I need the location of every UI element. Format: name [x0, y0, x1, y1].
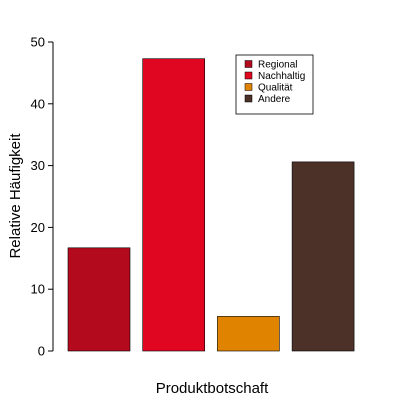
bar-regional	[67, 247, 131, 352]
legend-swatch	[244, 94, 253, 103]
y-tick-label: 40	[31, 96, 45, 111]
y-tick-label: 50	[31, 35, 45, 50]
y-axis-ticks: 0 10 20 30 40 50	[31, 35, 53, 359]
y-tick-label: 0	[38, 344, 45, 359]
y-axis-title: Relative Häufigkeit	[7, 133, 24, 259]
y-tick-label: 30	[31, 158, 45, 173]
legend-label: Andere	[258, 94, 291, 105]
bar-nachhaltig	[142, 58, 205, 352]
bar-andere	[291, 161, 355, 352]
legend-swatch	[244, 83, 253, 91]
bars	[67, 58, 355, 352]
legend-label: Nachhaltig	[258, 71, 305, 82]
y-tick-label: 20	[31, 220, 45, 235]
legend-label: Qualität	[258, 83, 293, 94]
y-tick-label: 10	[31, 282, 45, 297]
legend-label: Regional	[258, 60, 297, 71]
x-axis-title: Produktbotschaft	[156, 380, 269, 397]
legend-swatch	[244, 60, 253, 68]
bar-qualität	[217, 316, 280, 352]
legend-swatch	[244, 71, 253, 80]
